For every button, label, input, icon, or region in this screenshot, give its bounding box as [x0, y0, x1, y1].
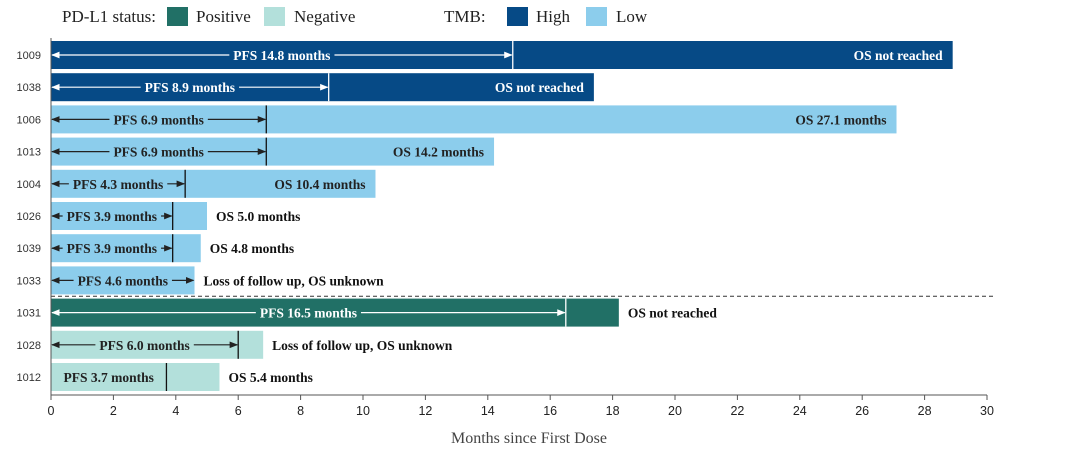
- os-label: OS 5.4 months: [228, 370, 312, 385]
- legend-pdl1-negative-swatch: [264, 7, 285, 26]
- pfs-label: PFS 16.5 months: [260, 306, 357, 321]
- x-tick-label: 30: [980, 404, 994, 418]
- x-tick-label: 26: [855, 404, 869, 418]
- os-label: OS not reached: [495, 80, 584, 95]
- os-bar: [51, 234, 201, 263]
- os-label: Loss of follow up, OS unknown: [272, 338, 453, 353]
- patient-id-label: 1013: [17, 147, 41, 159]
- pfs-label: PFS 4.6 months: [78, 273, 168, 288]
- os-label: OS 4.8 months: [210, 241, 294, 256]
- os-bar: [51, 202, 207, 230]
- pfs-label: PFS 3.7 months: [64, 370, 154, 385]
- legend-pdl1-positive-swatch: [167, 7, 188, 26]
- legend-tmb-title: TMB:: [444, 7, 486, 26]
- legend-tmb-high-label: High: [536, 7, 571, 26]
- os-bar: [51, 266, 195, 295]
- legend-pdl1-title: PD-L1 status:: [62, 7, 156, 26]
- x-tick-label: 20: [668, 404, 682, 418]
- legend-pdl1-positive-label: Positive: [196, 7, 251, 26]
- os-label: OS not reached: [628, 306, 717, 321]
- os-label: OS 14.2 months: [393, 145, 484, 160]
- legend-tmb-low-swatch: [586, 7, 607, 26]
- x-tick-label: 22: [730, 404, 744, 418]
- pfs-label: PFS 3.9 months: [67, 241, 157, 256]
- patient-id-label: 1028: [17, 340, 41, 352]
- os-label: Loss of follow up, OS unknown: [204, 273, 385, 288]
- pfs-label: PFS 4.3 months: [73, 177, 163, 192]
- patient-id-label: 1012: [17, 372, 41, 384]
- pfs-label: PFS 6.9 months: [113, 145, 203, 160]
- x-tick-label: 18: [606, 404, 620, 418]
- os-bar: [51, 169, 376, 198]
- pfs-label: PFS 14.8 months: [233, 48, 330, 63]
- legend-tmb-high-swatch: [507, 7, 528, 26]
- patient-id-label: 1004: [17, 179, 41, 191]
- x-tick-label: 0: [48, 404, 55, 418]
- x-tick-label: 28: [918, 404, 932, 418]
- patient-id-label: 1039: [17, 243, 41, 255]
- patient-id-label: 1026: [17, 211, 41, 223]
- patient-id-label: 1006: [17, 114, 41, 126]
- os-bar: [51, 137, 495, 166]
- os-label: OS 5.0 months: [216, 209, 300, 224]
- patient-id-label: 1038: [17, 82, 41, 94]
- x-axis-title: Months since First Dose: [451, 430, 607, 447]
- os-label: OS 27.1 months: [795, 112, 886, 127]
- x-tick-label: 4: [172, 404, 179, 418]
- x-tick-label: 14: [481, 404, 495, 418]
- patient-id-label: 1009: [17, 50, 41, 62]
- x-tick-label: 2: [110, 404, 117, 418]
- os-bar: [51, 105, 897, 134]
- os-label: OS not reached: [854, 48, 943, 63]
- plot-area: 1009 PFS 14.8 months OS not reached 1038 PFS…: [17, 38, 994, 418]
- x-tick-label: 16: [543, 404, 557, 418]
- os-bar: [51, 363, 220, 391]
- x-tick-label: 24: [793, 404, 807, 418]
- x-tick-label: 12: [418, 404, 432, 418]
- pfs-label: PFS 3.9 months: [67, 209, 157, 224]
- pfs-label: PFS 6.9 months: [113, 112, 203, 127]
- patient-id-label: 1033: [17, 275, 41, 287]
- legend-pdl1-negative-label: Negative: [294, 7, 355, 26]
- patient-id-label: 1031: [17, 308, 41, 320]
- x-tick-label: 8: [297, 404, 304, 418]
- pfs-label: PFS 6.0 months: [99, 338, 189, 353]
- os-label: OS 10.4 months: [274, 177, 365, 192]
- x-tick-label: 10: [356, 404, 370, 418]
- legend-tmb-low-label: Low: [616, 7, 648, 26]
- x-tick-label: 6: [235, 404, 242, 418]
- legend: PD-L1 status: Positive Negative TMB: Hig…: [62, 7, 648, 26]
- pfs-label: PFS 8.9 months: [145, 80, 235, 95]
